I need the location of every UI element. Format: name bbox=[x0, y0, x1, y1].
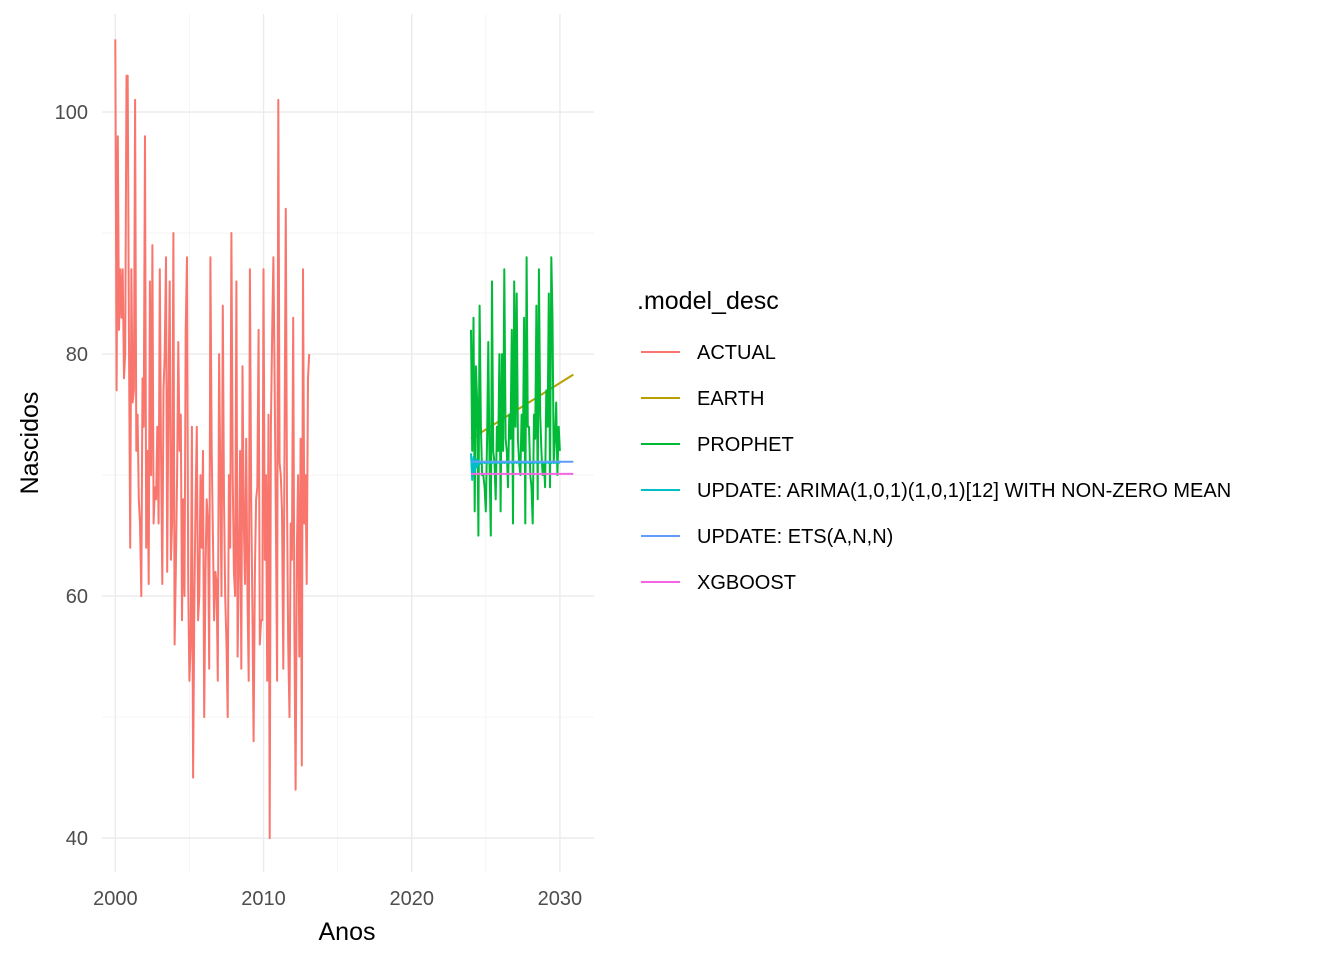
y-tick-label: 80 bbox=[66, 344, 88, 366]
legend-label: XGBOOST bbox=[697, 572, 796, 594]
series-line-prophet bbox=[470, 256, 561, 537]
series-group bbox=[114, 39, 574, 840]
y-tick-label: 100 bbox=[55, 102, 88, 124]
x-axis-title: Anos bbox=[319, 918, 376, 946]
legend: .model_desc ACTUAL EARTH PROPHET UPDATE: AR… bbox=[637, 287, 1231, 594]
x-tick-labels: 2000 2010 2020 2030 bbox=[93, 888, 582, 910]
y-tick-label: 40 bbox=[66, 828, 88, 850]
legend-label: ACTUAL bbox=[697, 342, 776, 364]
legend-label: UPDATE: ETS(A,N,N) bbox=[697, 526, 893, 548]
legend-label: EARTH bbox=[697, 388, 764, 410]
x-tick-label: 2020 bbox=[389, 888, 434, 910]
x-tick-label: 2000 bbox=[93, 888, 138, 910]
y-tick-label: 60 bbox=[66, 586, 88, 608]
y-axis-title: Nascidos bbox=[16, 392, 44, 495]
legend-label: UPDATE: ARIMA(1,0,1)(1,0,1)[12] WITH NON… bbox=[697, 480, 1231, 502]
legend-title: .model_desc bbox=[637, 287, 779, 315]
y-tick-labels: 40 60 80 100 bbox=[55, 102, 88, 850]
legend-label: PROPHET bbox=[697, 434, 794, 456]
series-line-actual bbox=[114, 39, 311, 840]
x-tick-label: 2030 bbox=[538, 888, 583, 910]
x-tick-label: 2010 bbox=[241, 888, 286, 910]
